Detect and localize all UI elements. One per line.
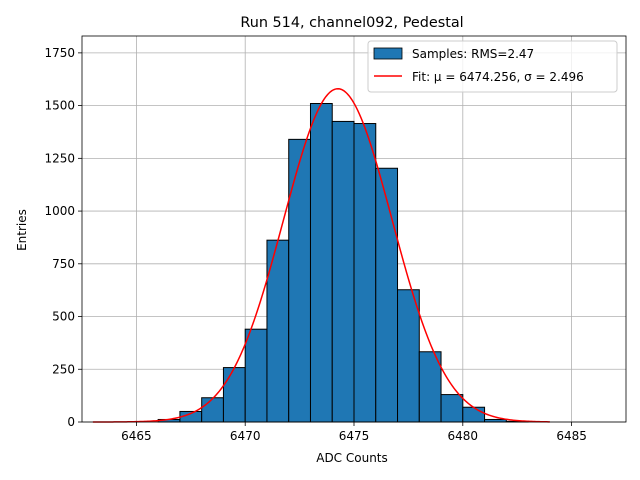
legend: Samples: RMS=2.47 Fit: μ = 6474.256, σ =… (367, 40, 618, 93)
y-axis-label: Entries (15, 209, 29, 251)
x-tick-label: 6480 (448, 429, 479, 443)
y-tick-label: 1000 (44, 204, 75, 218)
histogram-bars (157, 102, 529, 423)
legend-fit-label: Fit: μ = 6474.256, σ = 2.496 (412, 70, 584, 84)
fit-curve (92, 87, 550, 423)
histogram-bar (353, 123, 377, 423)
y-tick-label: 1500 (44, 99, 75, 113)
x-tick-label: 6465 (121, 429, 152, 443)
histogram-bar (288, 138, 311, 423)
y-tick-label: 0 (67, 415, 75, 429)
legend-histogram-label: Samples: RMS=2.47 (412, 47, 534, 61)
y-tick-label: 1750 (44, 46, 75, 60)
histogram-bar (440, 394, 464, 423)
histogram-bar (201, 397, 224, 423)
chart-title: Run 514, channel092, Pedestal (240, 15, 463, 31)
y-axis-ticks: 0 250 500 750 1000 1250 1500 1750 (44, 46, 82, 429)
y-tick-label: 500 (52, 310, 75, 324)
y-tick-label: 1250 (44, 151, 75, 165)
x-tick-label: 6475 (339, 429, 370, 443)
x-tick-label: 6470 (230, 429, 261, 443)
x-tick-label: 6485 (556, 429, 587, 443)
histogram-bar (309, 102, 333, 423)
histogram-bar (462, 406, 486, 423)
y-tick-label: 750 (52, 257, 75, 271)
legend-box (367, 40, 618, 93)
histogram-bar (222, 367, 246, 423)
histogram-bar (331, 120, 355, 423)
y-tick-label: 250 (52, 362, 75, 376)
x-axis-ticks: 6465 6470 6475 6480 6485 (121, 422, 587, 443)
histogram-bar (397, 289, 420, 423)
histogram-bar (375, 167, 399, 423)
legend-histogram-swatch (373, 47, 403, 60)
histogram-bar (244, 328, 268, 423)
x-axis-label: ADC Counts (316, 451, 388, 465)
